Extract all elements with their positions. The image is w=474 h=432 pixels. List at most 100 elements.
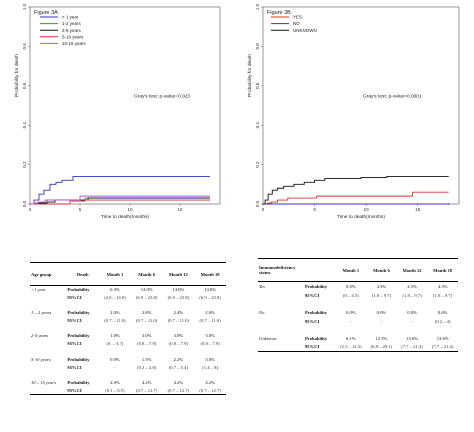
probability-value: 0.0% — [376, 309, 387, 315]
group-name: 5-10 years — [31, 356, 51, 362]
probability-value: 1.5% — [141, 356, 152, 362]
table-row: 95%CI (0. – 4.7) (0.8 – 7.9) (0.8 – 7.9) (0.… — [30, 340, 226, 348]
spacer-row — [258, 300, 458, 308]
probability-value: 0.0% — [110, 356, 120, 362]
table-row: 95%CI - - - (0.2 – 4) — [258, 317, 458, 326]
ci-value: - — [114, 364, 116, 370]
y-tick-label: 0.8 — [255, 43, 260, 50]
immunodeficiency-table: Immunodeficiency status Month 1 Month 6 … — [258, 258, 458, 353]
col-header-death: Death — [66, 262, 100, 286]
figure-3a-chart: Figure 3A 0.0 0.2 0.4 0.6 0.8 1.0 0 5 10 15 Time to… — [14, 3, 221, 220]
ci-value: - — [380, 318, 383, 324]
series-line — [30, 195, 210, 205]
group-name: 1 – 2 years — [31, 310, 52, 316]
series-line — [30, 197, 210, 205]
y-tick-label: 0.0 — [255, 200, 260, 207]
ci-value: (7.7 – 21.4) — [396, 342, 428, 353]
y-tick-label: 0.4 — [22, 122, 27, 129]
ci-value: (0.1 – 9.5) — [99, 386, 131, 395]
ci-label: 95%CI — [304, 342, 336, 353]
probability-value: 1.0% — [110, 333, 120, 339]
probability-label: Probability — [305, 335, 328, 341]
probability-label: Probability — [67, 333, 90, 339]
probability-value: 6.1% — [346, 335, 356, 341]
x-tick-label: 15 — [177, 207, 183, 212]
ci-value: (7.7 – 21.4) — [427, 342, 458, 353]
ci-label: 95%CI — [67, 364, 82, 370]
spacer-row — [30, 371, 226, 378]
x-tick-label: 5 — [313, 207, 316, 212]
legend-label: UNKNOWN — [293, 28, 317, 33]
blank-cell — [30, 386, 67, 395]
col-header-month-18: Month 18 — [427, 258, 458, 282]
ci-value: (1.8 – 9.7) — [433, 292, 453, 298]
probability-value: 2.0% — [110, 379, 120, 385]
col-header-age-group: Age group — [30, 262, 67, 286]
legend-label: 5-10 years — [62, 34, 84, 39]
ci-label: 95%CI — [66, 386, 100, 395]
gray-test-annotation: Gray's test: p-value<0.0001 — [363, 94, 422, 100]
ci-value: (0.7 – 12.7) — [194, 386, 226, 395]
y-tick-label: 0.2 — [22, 161, 27, 168]
y-tick-label: 0.6 — [255, 82, 260, 89]
col-header-month-1: Month 1 — [335, 258, 367, 282]
col-header-month-6: Month 6 — [366, 258, 397, 282]
probability-label: Probability — [67, 356, 90, 362]
spacer-row — [258, 326, 458, 334]
col-header-month-12: Month 12 — [396, 258, 428, 282]
ci-value: - — [411, 318, 413, 324]
ci-value: (1.4 – 8) — [202, 364, 218, 370]
ci-label: 95%CI — [67, 318, 82, 324]
table-row: 95%CI (2.0 – 14.0) (6.9 – 23.8) (6.9 – 23.8… — [30, 294, 226, 302]
spacer-row — [30, 302, 226, 309]
probability-value: 6.3% — [110, 287, 120, 293]
ci-value: (2.5 – 12.2) — [335, 342, 367, 353]
blank-cell — [30, 317, 66, 325]
ci-value: (0.8 – 7.9) — [200, 341, 220, 347]
x-tick-label: 0 — [29, 207, 32, 212]
ci-value: (0 – 4.5) — [342, 292, 359, 298]
x-tick-label: 10 — [364, 207, 370, 212]
probability-label: Probability — [305, 283, 328, 289]
probability-value: 13.6% — [406, 335, 418, 341]
probability-value: 0.0% — [407, 309, 417, 315]
probability-value: 2.0% — [205, 310, 215, 316]
probability-value: 14.0% — [172, 287, 185, 293]
table-row: 5-10 years Probability 0.0% 1.5% 2.2% 3.0% — [30, 355, 226, 363]
probability-value: 4.5% — [437, 283, 448, 289]
table-row: 95%CI (0.1 – 9.5) (0.7 – 12.7) (0.7 – 12.7)… — [30, 386, 226, 395]
col-header-month-12: Month 12 — [162, 262, 195, 286]
legend-label: 1-2 years — [62, 21, 82, 26]
blank-cell — [30, 363, 66, 371]
legend-label: NO — [293, 21, 300, 26]
group-name: Unknown — [259, 335, 277, 341]
probability-value: 2.8% — [141, 310, 152, 316]
table-row: 95%CI (0 – 4.5) (1.8 – 9.7) (1.8 – 9.7) (1.8… — [258, 291, 458, 300]
probability-value: 3.0% — [205, 356, 215, 362]
ci-value: (6.9 – 23.8) — [199, 295, 221, 300]
ci-value: (0.7 – 5.4) — [168, 364, 188, 370]
blank-cell — [30, 340, 66, 348]
group-name: 2-5 years — [31, 333, 49, 339]
y-tick-label: 0.2 — [255, 161, 260, 168]
ci-value: (1.8 – 9.7) — [371, 292, 391, 298]
ci-value: (0.7 – 12.7) — [130, 386, 163, 395]
probability-value: 4.2% — [173, 379, 184, 385]
y-tick-label: 0.0 — [22, 200, 27, 207]
ci-value: (0.7 – 12.7) — [162, 386, 195, 395]
ci-label: 95%CI — [305, 318, 320, 324]
age-group-table: Age group Death Month 1 Month 6 Month 12… — [30, 262, 226, 395]
probability-value: 4.2% — [205, 379, 215, 385]
ci-value: (1.8 – 9.7) — [402, 292, 422, 298]
table-row: 10 – 15 years Probability 2.0% 4.2% 4.2% 4.2% — [30, 378, 226, 386]
series-line — [30, 199, 210, 205]
x-tick-label: 0 — [262, 207, 265, 212]
ci-value: (0.7 – 11.0) — [199, 318, 221, 324]
probability-label: Probability — [67, 379, 90, 385]
ci-value: (0. – 4.7) — [106, 341, 124, 347]
table-row: Unknown Probability 6.1% 12.5% 13.6% 13.6% — [258, 334, 458, 343]
ci-value: - — [350, 318, 352, 324]
ci-value: (0.8 – 7.9) — [168, 341, 188, 347]
probability-value: 2.0% — [110, 310, 120, 316]
legend-label: < 1 year — [62, 15, 79, 20]
